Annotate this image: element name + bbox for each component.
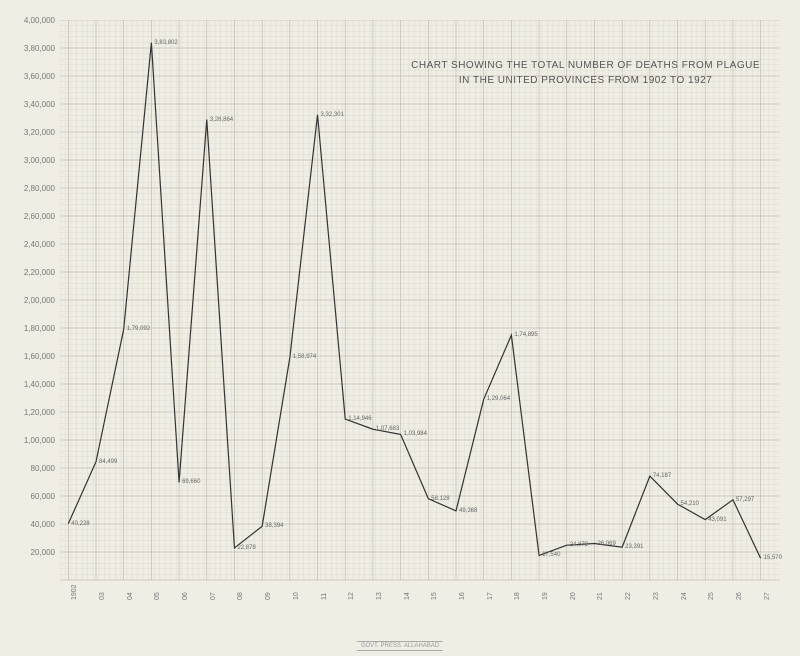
y-axis-label: 1,80,000 xyxy=(5,324,55,333)
data-point-label: 54,210 xyxy=(681,501,699,507)
x-axis-label: 03 xyxy=(99,592,106,600)
data-point-label: 1,07,683 xyxy=(376,426,399,432)
x-axis-label: 08 xyxy=(237,592,244,600)
data-point-label: 58,128 xyxy=(431,496,449,502)
data-point-label: 74,187 xyxy=(653,473,671,479)
data-point-label: 49,368 xyxy=(459,508,477,514)
y-axis-label: 40,000 xyxy=(5,520,55,529)
x-axis-label: 05 xyxy=(154,592,161,600)
title-line-1: CHART SHOWING THE TOTAL NUMBER OF DEATHS… xyxy=(411,60,760,71)
data-point-label: 3,32,301 xyxy=(321,112,344,118)
x-axis-label: 16 xyxy=(459,592,466,600)
data-point-label: 69,660 xyxy=(182,479,200,485)
data-point-label: 84,499 xyxy=(99,459,117,465)
y-axis-label: 60,000 xyxy=(5,492,55,501)
x-axis-label: 12 xyxy=(348,592,355,600)
x-axis-label: 09 xyxy=(265,592,272,600)
y-axis-label: 2,20,000 xyxy=(5,268,55,277)
x-axis-label: 04 xyxy=(127,592,134,600)
x-axis-label: 23 xyxy=(653,592,660,600)
x-axis-label: 21 xyxy=(597,592,604,600)
data-point-label: 1,58,974 xyxy=(293,354,316,360)
data-point-label: 38,394 xyxy=(265,523,283,529)
data-point-label: 24,872 xyxy=(570,542,588,548)
x-axis-label: 26 xyxy=(736,592,743,600)
x-axis-label: 24 xyxy=(681,592,688,600)
x-axis-label: 17 xyxy=(487,592,494,600)
data-point-label: 17,540 xyxy=(542,552,560,558)
y-axis-label: 1,20,000 xyxy=(5,408,55,417)
x-axis-label: 06 xyxy=(182,592,189,600)
y-axis-label: 2,40,000 xyxy=(5,240,55,249)
data-point-label: 22,878 xyxy=(237,545,255,551)
data-point-label: 1,14,946 xyxy=(348,416,371,422)
x-axis-label: 14 xyxy=(404,592,411,600)
x-axis-label: 1902 xyxy=(71,584,78,600)
x-axis-label: 22 xyxy=(625,592,632,600)
data-point-label: 1,29,064 xyxy=(487,396,510,402)
data-point-label: 15,570 xyxy=(764,555,782,561)
y-axis-label: 2,00,000 xyxy=(5,296,55,305)
data-point-label: 1,03,984 xyxy=(404,431,427,437)
y-axis-label: 1,00,000 xyxy=(5,436,55,445)
data-point-label: 23,391 xyxy=(625,544,643,550)
data-point-label: 57,297 xyxy=(736,497,754,503)
data-point-label: 43,091 xyxy=(708,517,726,523)
footer-text: GOVT. PRESS. ALLAHABAD xyxy=(357,641,443,651)
title-line-2: IN THE UNITED PROVINCES FROM 1902 TO 192… xyxy=(411,75,760,86)
x-axis-label: 07 xyxy=(210,592,217,600)
y-axis-label: 2,80,000 xyxy=(5,184,55,193)
y-axis-label: 4,00,000 xyxy=(5,16,55,25)
x-axis-label: 15 xyxy=(431,592,438,600)
chart-container: CHART SHOWING THE TOTAL NUMBER OF DEATHS… xyxy=(60,20,780,600)
data-point-label: 3,83,802 xyxy=(154,40,177,46)
y-axis-label: 3,80,000 xyxy=(5,44,55,53)
y-axis-label: 3,60,000 xyxy=(5,72,55,81)
x-axis-label: 19 xyxy=(542,592,549,600)
y-axis-label: 3,20,000 xyxy=(5,128,55,137)
y-axis-label: 2,60,000 xyxy=(5,212,55,221)
x-axis-label: 20 xyxy=(570,592,577,600)
x-axis-label: 18 xyxy=(514,592,521,600)
y-axis-label: 1,60,000 xyxy=(5,352,55,361)
x-axis-label: 25 xyxy=(708,592,715,600)
y-axis-label: 20,000 xyxy=(5,548,55,557)
chart-svg xyxy=(60,20,780,600)
data-point-label: 1,79,092 xyxy=(127,326,150,332)
y-axis-label: 3,00,000 xyxy=(5,156,55,165)
x-axis-label: 11 xyxy=(321,593,328,600)
data-point-label: 1,74,895 xyxy=(514,332,537,338)
data-point-label: 26,069 xyxy=(597,541,615,547)
y-axis-label: 80,000 xyxy=(5,464,55,473)
data-point-label: 40,228 xyxy=(71,521,89,527)
y-axis-label: 1,40,000 xyxy=(5,380,55,389)
x-axis-label: 13 xyxy=(376,592,383,600)
data-point-label: 3,28,864 xyxy=(210,117,233,123)
y-axis-label: 3,40,000 xyxy=(5,100,55,109)
chart-title: CHART SHOWING THE TOTAL NUMBER OF DEATHS… xyxy=(411,60,760,86)
x-axis-label: 27 xyxy=(764,592,771,600)
x-axis-label: 10 xyxy=(293,592,300,600)
